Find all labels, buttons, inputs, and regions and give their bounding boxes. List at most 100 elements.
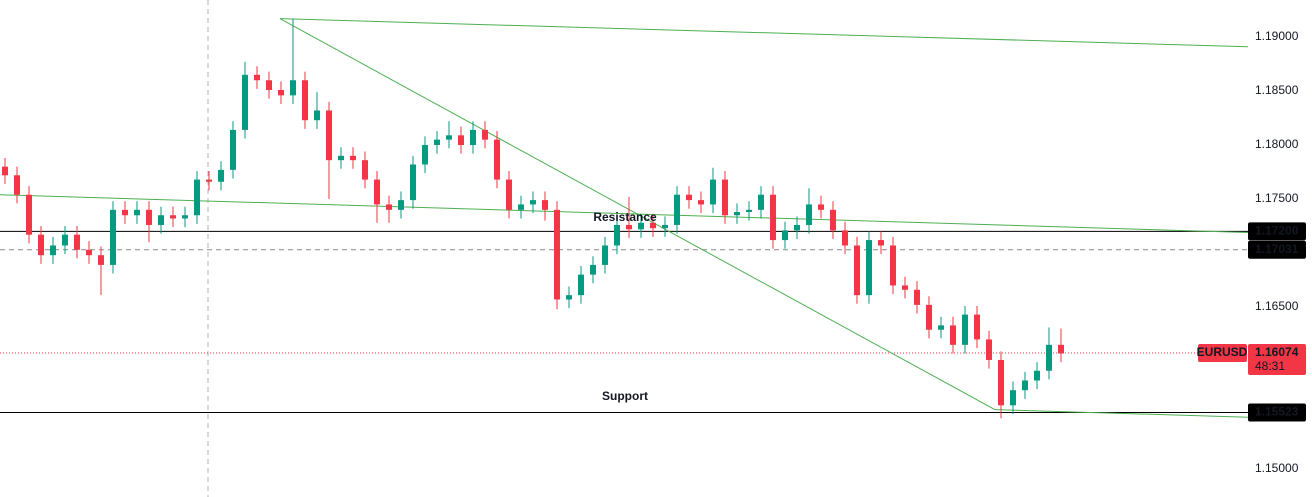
candle-body [50,245,56,256]
y-tick-label: 1.19000 [1255,29,1299,43]
candle-body [194,179,200,216]
candle-body [722,179,728,216]
candle-body [986,339,992,360]
candle-body [914,289,920,305]
candle-body [686,194,692,201]
candle-body [386,204,392,210]
candle-body [86,249,92,256]
candle-body [446,135,452,140]
candle-body [602,245,608,265]
symbol-label: EURUSD [1197,345,1248,359]
candle-body [842,230,848,246]
candle-body [1010,390,1016,406]
candle-body [806,204,812,225]
candle-body [542,200,548,210]
support-label: Support [602,389,648,403]
y-tick-label: 1.18500 [1255,83,1299,97]
candle-body [266,80,272,90]
candle-body [2,166,8,176]
candle-body [890,245,896,286]
trendline [0,194,1248,234]
candle-body [98,255,104,265]
candle-body [482,129,488,140]
symbol-box [1198,344,1247,363]
candle-body [566,295,572,300]
candle-body [758,194,764,210]
candle-body [998,359,1004,406]
candle-body [38,234,44,256]
candle-body [974,314,980,340]
candle-body [746,209,752,212]
candle-body [158,215,164,225]
candle-body [1058,344,1064,354]
candle-body [902,285,908,290]
candle-body [938,325,944,330]
candle-body [326,110,332,161]
candle-body [854,245,860,296]
price-level-label: 1.17200 [1255,224,1299,238]
candle-body [962,314,968,345]
trendline [280,18,1248,48]
candle-body [398,200,404,210]
candle-body [494,139,500,180]
candle-body [146,209,152,225]
candle-body [1034,370,1040,381]
candle-body [698,200,704,205]
candle-body [470,129,476,146]
candle-body [14,175,20,195]
candle-body [638,222,644,230]
candle-body [650,222,656,229]
candle-body [74,234,80,250]
candle-body [818,204,824,210]
candle-body [1046,344,1052,371]
candle-body [1022,380,1028,391]
candle-body [554,209,560,300]
candle-body [242,74,248,130]
plot-area [0,18,1248,419]
resistance-label: Resistance [593,210,657,224]
y-tick-label: 1.18000 [1255,137,1299,151]
price-level-label: 1.17031 [1255,242,1299,256]
candle-body [878,240,884,246]
candle-body [950,325,956,345]
candle-body [926,304,932,330]
current-price-label: 1.16074 [1255,345,1299,359]
candle-body [122,209,128,216]
candle-body [134,209,140,216]
candle-body [290,80,296,96]
candle-body [734,211,740,216]
candle-body [26,194,32,235]
price-level-label: 1.15523 [1255,405,1299,419]
candle-body [710,179,716,205]
candle-body [374,179,380,205]
candle-body [578,274,584,296]
candle-body [410,164,416,201]
candle-body [254,74,260,81]
candle-body [110,209,116,265]
candle-body [422,145,428,165]
y-tick-label: 1.17500 [1255,191,1299,205]
price-level-box [1248,403,1306,422]
candle-body [782,230,788,241]
candle-body [518,204,524,210]
candle-body [362,160,368,180]
candle-body [866,240,872,296]
candle-body [338,155,344,161]
candle-body [530,200,536,205]
current-price-box [1248,344,1306,376]
candle-body [590,264,596,275]
candle-body [218,169,224,182]
price-level-box [1248,222,1306,241]
trendline [994,409,1248,418]
candle-body [350,155,356,161]
candle-body [794,224,800,231]
price-level-box [1248,240,1306,259]
candle-body [614,224,620,246]
candle-body [506,179,512,210]
candle-body [434,139,440,146]
candle-body [458,135,464,146]
candle-body [170,215,176,219]
candle-body [182,215,188,219]
candle-body [302,80,308,121]
